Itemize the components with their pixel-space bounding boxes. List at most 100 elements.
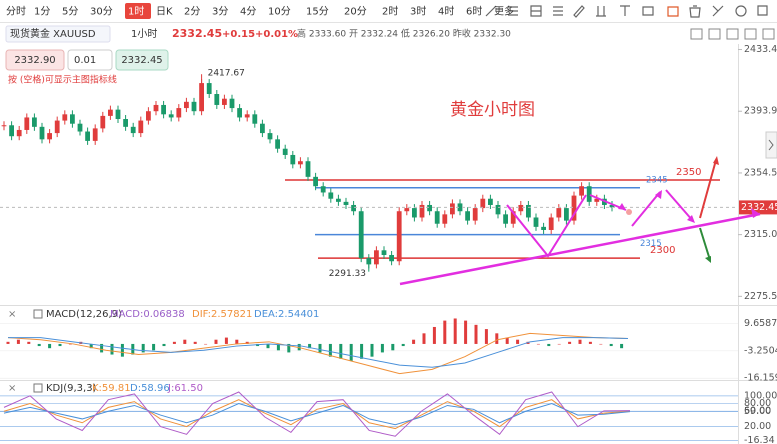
period-tab[interactable]: 30分 — [90, 6, 113, 18]
icon-delete[interactable] — [689, 5, 701, 18]
macd-bar — [557, 343, 561, 345]
step[interactable]: 0.01 — [74, 55, 96, 66]
candle — [381, 250, 387, 255]
candle — [351, 204, 356, 212]
candle — [412, 208, 417, 218]
candle — [229, 98, 235, 109]
stats: 高 2333.60 开 2332.24 低 2326.20 昨收 2332.30 — [297, 28, 511, 40]
panel-close[interactable]: × — [8, 383, 16, 394]
period-tab[interactable]: 3时 — [410, 6, 426, 18]
step-box[interactable] — [67, 49, 113, 71]
up-arrow — [699, 159, 717, 219]
icon-c[interactable] — [726, 28, 739, 40]
panel-toggle[interactable] — [33, 383, 43, 393]
side-tab[interactable] — [765, 131, 777, 159]
panel-close[interactable]: × — [8, 309, 16, 320]
candle — [1, 125, 7, 127]
period-tab[interactable]: 日K — [156, 7, 173, 18]
icon-measure — [596, 6, 606, 17]
icon-pen — [573, 5, 585, 18]
y-tick-label: 2354.50 — [744, 167, 777, 178]
legend-entry: D:58.96 — [130, 383, 170, 394]
chart-icons — [690, 28, 775, 40]
wave-lines — [506, 194, 587, 258]
sell-box[interactable] — [5, 49, 65, 71]
hint: 按 (空格)可显示主图指标线 — [8, 74, 117, 86]
macd-bar — [214, 339, 218, 344]
buy-price[interactable]: 2332.45 — [121, 55, 162, 66]
period-tab[interactable]: 5分 — [62, 6, 78, 18]
candle — [176, 108, 182, 118]
candle — [450, 203, 455, 215]
candle — [32, 117, 37, 127]
macd-bar — [360, 343, 364, 359]
macd-bar — [287, 343, 291, 353]
panel-toggle[interactable] — [33, 309, 43, 319]
symbol-box[interactable] — [5, 25, 111, 43]
period-tab[interactable]: 4分 — [240, 6, 256, 18]
sell-price[interactable]: 2332.90 — [14, 55, 55, 66]
arrow — [631, 191, 661, 227]
y-tick-label: 2315.02 — [744, 229, 777, 240]
level-label: 2345 — [646, 175, 668, 185]
candle — [586, 186, 592, 202]
icon-a[interactable] — [690, 28, 703, 40]
macd-bar — [578, 339, 582, 344]
candle — [518, 204, 524, 212]
icon-fullscreen[interactable] — [757, 5, 768, 16]
period-selected — [125, 3, 151, 19]
candle — [237, 108, 242, 118]
period-tab[interactable]: 1分 — [34, 6, 50, 18]
period-tab[interactable]: 1时 — [128, 6, 144, 18]
period-tab[interactable]: 15分 — [306, 6, 329, 18]
icon-fit[interactable] — [712, 5, 724, 17]
arrowhead — [655, 190, 662, 199]
down-arrow — [699, 227, 711, 261]
macd-bar — [516, 339, 520, 344]
change-pct: +0.01% — [255, 29, 298, 40]
change: +0.15 — [222, 29, 255, 40]
toolbar-icons — [485, 5, 768, 18]
icon-e[interactable] — [762, 28, 775, 40]
period-tab[interactable]: 2时 — [382, 6, 398, 18]
period-tab[interactable]: 2分 — [184, 6, 200, 18]
candle — [343, 201, 349, 205]
candle — [222, 98, 227, 105]
period-tab[interactable]: 20分 — [344, 6, 367, 18]
macd-bar — [89, 343, 93, 349]
period[interactable]: 1小时 — [131, 28, 157, 40]
period-tab[interactable]: 10分 — [268, 6, 291, 18]
panel-title: KDJ(9,3,3) — [46, 383, 97, 394]
price: 2332.45 — [172, 27, 222, 40]
candle — [556, 208, 562, 218]
candle — [275, 139, 280, 149]
period-tab[interactable]: 6时 — [466, 6, 482, 18]
macd-bar — [141, 343, 145, 353]
user-drawings — [399, 156, 761, 286]
candle — [320, 186, 326, 193]
y-tick-label: 20.00 — [744, 421, 771, 432]
macd-bar — [328, 343, 332, 357]
candle — [480, 198, 486, 209]
macd-bar — [110, 343, 114, 355]
icon-edit[interactable] — [667, 6, 679, 17]
period-tab[interactable]: 分时 — [6, 6, 26, 18]
symbol[interactable]: 现货黄金 XAUUSD — [10, 27, 96, 40]
period-tab[interactable]: 更多 — [494, 5, 514, 18]
icon-settings[interactable] — [735, 5, 747, 17]
buy-box[interactable] — [115, 49, 169, 71]
icon-d[interactable] — [744, 28, 757, 40]
candle — [70, 114, 75, 124]
macd-bar — [6, 341, 10, 344]
period-tab[interactable]: 3分 — [212, 6, 228, 18]
candle — [427, 204, 432, 212]
y-tick-label: -16.15970 — [744, 373, 777, 384]
icon-b[interactable] — [708, 28, 721, 40]
candle — [130, 126, 136, 134]
icon-hlines — [508, 6, 518, 16]
macd-bar — [183, 339, 187, 344]
macd-bar — [100, 343, 104, 353]
period-tab[interactable]: 4时 — [438, 6, 454, 18]
macd-bar — [464, 320, 468, 344]
candle — [404, 208, 410, 212]
